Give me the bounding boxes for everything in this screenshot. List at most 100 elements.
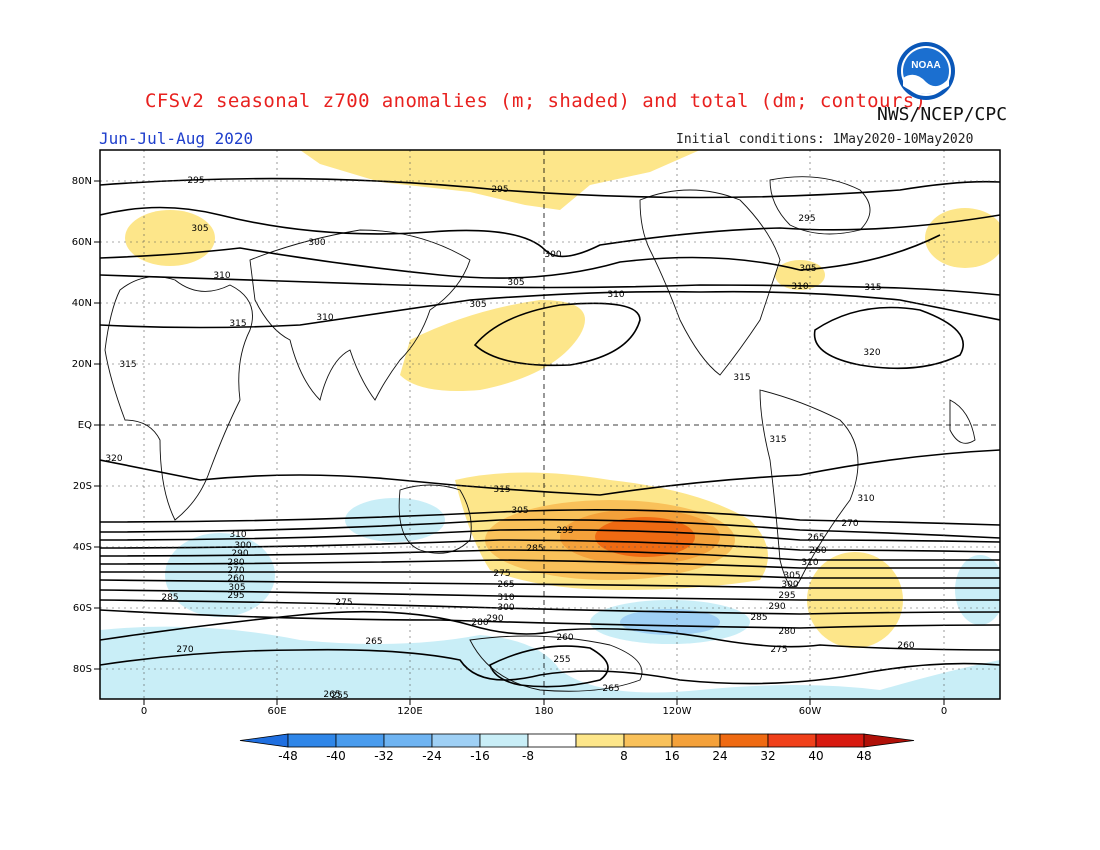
contour-label: 265 — [602, 684, 619, 694]
initial-conditions-label: Initial conditions: 1May2020-10May2020 — [676, 132, 974, 147]
colorbar-tick-label: 32 — [760, 749, 775, 763]
colorbar-tick-label: -40 — [326, 749, 346, 763]
contour-label: 260 — [809, 546, 826, 556]
contour-label: 295 — [187, 176, 204, 186]
contour-label: 320 — [863, 348, 880, 358]
lat-tick-label: 40N — [72, 298, 92, 309]
contour-label: 310 — [229, 530, 246, 540]
contour-label: 265 — [323, 690, 340, 700]
colorbar-swatch — [575, 733, 625, 748]
contour-label: 285 — [161, 593, 178, 603]
colorbar-tick-label: -16 — [470, 749, 490, 763]
contour-label: 290 — [231, 549, 248, 559]
lon-tick-label: 120E — [397, 706, 422, 717]
chart-title: CFSv2 seasonal z700 anomalies (m; shaded… — [145, 90, 927, 112]
contour-label: 310 — [791, 282, 808, 292]
contour-label: 290 — [486, 614, 503, 624]
colorbar: -48 -40 -32 -24 -16 -8 8 16 24 32 40 48 — [239, 733, 915, 763]
contour-label: 275 — [335, 598, 352, 608]
colorbar-swatch — [767, 733, 817, 748]
contour-label: 280 — [227, 558, 244, 568]
colorbar-tick-label: 24 — [712, 749, 727, 763]
colorbar-tick-label: -24 — [422, 749, 442, 763]
contour-label: 280 — [778, 627, 795, 637]
contour-label: 295 — [556, 526, 573, 536]
contour-label: 260 — [227, 574, 244, 584]
contour-label: 270 — [176, 645, 193, 655]
colorbar-swatch — [623, 733, 673, 748]
contour-labels: 2952952953053003003053053103103053103153… — [105, 176, 914, 701]
equator-dateline — [100, 150, 1000, 699]
contour-label: 265 — [497, 580, 514, 590]
contour-label: 255 — [331, 691, 348, 701]
lat-tick-label: 40S — [73, 542, 92, 553]
lon-tick-label: 60E — [267, 706, 286, 717]
contour-label: 315 — [493, 485, 510, 495]
lat-tick-label: 20S — [73, 481, 92, 492]
contour-label: 260 — [556, 633, 573, 643]
contour-label: 310 — [857, 494, 874, 504]
contour-label: 310 — [213, 271, 230, 281]
lat-lon-grid — [100, 150, 1000, 699]
contour-label: 315 — [733, 373, 750, 383]
latitude-axis: 80N 60N 40N 20N EQ 20S 40S 60S 80S — [72, 176, 100, 675]
colorbar-tick-label: -32 — [374, 749, 394, 763]
contour-label: 305 — [469, 300, 486, 310]
contour-label: 270 — [841, 519, 858, 529]
contour-label: 315 — [119, 360, 136, 370]
contour-label: 310 — [607, 290, 624, 300]
contour-label: 295 — [491, 185, 508, 195]
contour-label: 300 — [234, 541, 251, 551]
contour-label: 315 — [769, 435, 786, 445]
contour-label: 260 — [897, 641, 914, 651]
colorbar-swatch — [671, 733, 721, 748]
lat-tick-label: EQ — [78, 420, 92, 431]
colorbar-tick-label: 40 — [808, 749, 823, 763]
contour-label: 305 — [191, 224, 208, 234]
colorbar-high-arrow — [863, 733, 915, 748]
contour-label: 285 — [526, 544, 543, 554]
lat-tick-label: 60N — [72, 237, 92, 248]
contour-label: 265 — [807, 533, 824, 543]
colorbar-tick-label: -48 — [278, 749, 298, 763]
longitude-axis: 0 60E 120E 180 120W 60W 0 — [141, 699, 947, 717]
colorbar-tick-label: 8 — [620, 749, 628, 763]
lon-tick-label: 180 — [534, 706, 553, 717]
colorbar-tick-label: 16 — [664, 749, 679, 763]
contour-label: 280 — [471, 618, 488, 628]
contour-label: 300 — [781, 580, 798, 590]
contour-label: 275 — [770, 645, 787, 655]
noaa-logo: NOAA — [897, 42, 955, 100]
agency-label: NWS/NCEP/CPC — [877, 104, 1008, 125]
contour-label: 310 — [801, 558, 818, 568]
contour-label: 305 — [228, 583, 245, 593]
contour-label: 310 — [497, 593, 514, 603]
contour-label: 270 — [227, 566, 244, 576]
lon-tick-label: 0 — [141, 706, 147, 717]
logo-text: NOAA — [911, 60, 940, 71]
contour-label: 315 — [864, 283, 881, 293]
contour-label: 300 — [308, 238, 325, 248]
colorbar-swatch — [527, 733, 577, 748]
lat-tick-label: 80S — [73, 664, 92, 675]
colorbar-swatch — [431, 733, 481, 748]
season-label: Jun-Jul-Aug 2020 — [99, 129, 254, 148]
contour-label: 265 — [365, 637, 382, 647]
contour-label: 305 — [783, 571, 800, 581]
contour-label: 295 — [227, 591, 244, 601]
colorbar-swatch — [287, 733, 337, 748]
colorbar-tick-label: 48 — [856, 749, 871, 763]
contour-label: 310 — [316, 313, 333, 323]
lon-tick-label: 60W — [799, 706, 822, 717]
contour-label: 255 — [553, 655, 570, 665]
contour-label: 305 — [511, 506, 528, 516]
colorbar-swatch — [383, 733, 433, 748]
colorbar-swatch — [815, 733, 865, 748]
contour-label: 300 — [497, 603, 514, 613]
colorbar-low-arrow — [239, 733, 289, 748]
lon-tick-label: 0 — [941, 706, 947, 717]
contour-label: 275 — [493, 569, 510, 579]
lat-tick-label: 20N — [72, 359, 92, 370]
lat-tick-label: 60S — [73, 603, 92, 614]
